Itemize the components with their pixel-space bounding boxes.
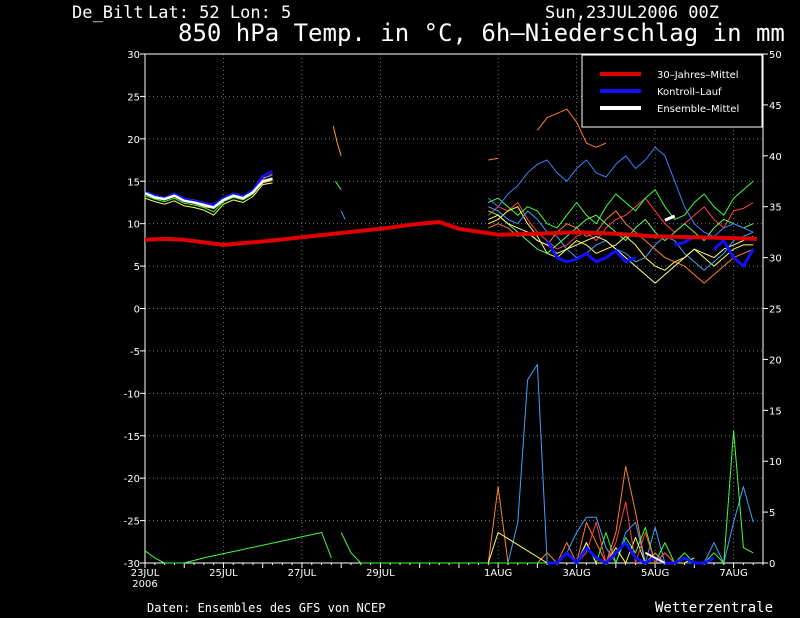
y-left-tick-label: 10 — [127, 220, 140, 231]
temp-member-segment — [332, 125, 342, 156]
temp-member-line — [144, 177, 273, 213]
y-left-tick-label: -15 — [124, 432, 140, 443]
footer-brand: Wetterzentrale — [655, 600, 773, 616]
station-coords: Lat: 52 Lon: 5 — [148, 3, 291, 23]
y-right-tick-label: 40 — [769, 152, 782, 163]
y-left-tick-label: 30 — [127, 50, 140, 61]
y-left-tick-label: -20 — [124, 474, 140, 485]
plot-area: 23JUL 25JUL 27JUL 29JUL 1AUG 3AUG 5AUG 7AUG 2006… — [124, 50, 782, 590]
temp-member-line — [488, 210, 754, 284]
temp-member-segment — [537, 108, 607, 148]
y-left-tick-label: 0 — [134, 305, 140, 316]
y-right-tick-label: 10 — [769, 457, 782, 468]
footer-source: Daten: Ensembles des GFS von NCEP — [147, 601, 385, 615]
x-tick-label: 7AUG — [719, 568, 747, 579]
temp-member-line — [144, 182, 273, 216]
chart-title: 850 hPa Temp. in °C, 6h–Niederschlag in … — [178, 19, 785, 47]
temp-member-line — [488, 180, 754, 229]
x-tick-label: 5AUG — [641, 568, 669, 579]
y-right-tick-label: 0 — [769, 559, 775, 570]
temp-member-line — [487, 146, 754, 237]
legend-label: Ensemble–Mittel — [657, 104, 739, 115]
temp-member-line — [488, 206, 754, 271]
x-tick-label: 27JUL — [288, 568, 317, 579]
temp-member-segment — [488, 157, 499, 161]
y-right-tick-label: 45 — [769, 101, 782, 112]
y-left-tick-label: -10 — [124, 389, 140, 400]
y-right-tick-label: 5 — [769, 508, 775, 519]
climatology-line — [144, 220, 758, 247]
x-tick-label: 3AUG — [562, 568, 590, 579]
temp-mean-line — [144, 177, 273, 209]
temp-member-segment — [340, 210, 346, 220]
x-tick-label: 23JUL — [131, 568, 160, 579]
y-left-tick-label: 15 — [127, 177, 140, 188]
y-right-tick-label: 25 — [769, 305, 782, 316]
y-right-tick-label: 35 — [769, 203, 782, 214]
precip-member-line — [487, 465, 675, 564]
precip-control-line — [547, 541, 715, 565]
y-left-tick-label: -30 — [124, 559, 140, 570]
temp-member-line — [488, 214, 754, 284]
station-name: De_Bilt — [72, 3, 144, 23]
x-tick-label: 1AUG — [484, 568, 512, 579]
y-left-tick-label: 20 — [127, 135, 140, 146]
x-year-label: 2006 — [132, 579, 157, 590]
precip-mean-line — [644, 551, 666, 564]
y-left-tick-label: 25 — [127, 92, 140, 103]
y-left-tick-label: -5 — [130, 347, 140, 358]
run-datetime: Sun,23JUL2006 00Z — [545, 3, 719, 23]
legend-label: Kontroll–Lauf — [657, 87, 722, 98]
y-right-tick-label: 15 — [769, 406, 782, 417]
x-tick-label: 25JUL — [209, 568, 238, 579]
temp-member-line — [488, 206, 754, 271]
y-right-tick-label: 20 — [769, 355, 782, 366]
y-left-tick-label: -25 — [124, 517, 140, 528]
precip-member-line — [144, 532, 332, 564]
precip-member-line — [340, 430, 754, 564]
y-right-tick-label: 50 — [769, 50, 782, 61]
y-right-tick-label: 30 — [769, 254, 782, 265]
y-left-tick-label: 5 — [134, 262, 140, 273]
temp-member-segment — [334, 181, 342, 190]
x-tick-label: 29JUL — [366, 568, 395, 579]
temp-mean-line — [664, 214, 676, 222]
legend-label: 30–Jahres–Mittel — [657, 70, 739, 81]
